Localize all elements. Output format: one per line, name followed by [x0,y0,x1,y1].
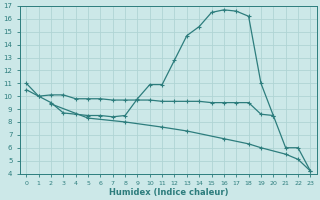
X-axis label: Humidex (Indice chaleur): Humidex (Indice chaleur) [108,188,228,197]
